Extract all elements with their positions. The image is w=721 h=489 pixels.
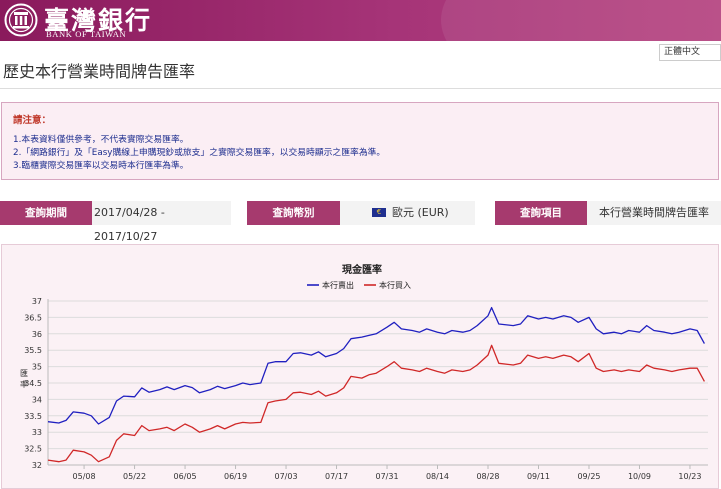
notice-title: 請注意： xyxy=(13,115,52,126)
bank-logo-icon[interactable] xyxy=(4,3,38,37)
notice-box: 請注意： 1.本表資料僅供參考，不代表實際交易匯率。 2.「網路銀行」及「Eas… xyxy=(1,102,719,180)
language-select[interactable]: 正體中文 xyxy=(659,44,721,61)
x-tick-label: 06/05 xyxy=(174,472,197,481)
legend-label: 本行賣出 xyxy=(322,280,354,290)
series-line xyxy=(47,306,705,425)
query-currency-label: 查詢幣別 xyxy=(247,201,340,225)
y-axis-label: 率 xyxy=(20,379,28,389)
query-currency-text: 歐元 (EUR) xyxy=(392,206,449,219)
x-tick-label: 07/31 xyxy=(375,472,398,481)
x-tick-label: 06/19 xyxy=(224,472,247,481)
site-header: 臺灣銀行 BANK OF TAIWAN xyxy=(0,0,721,41)
x-tick-label: 07/17 xyxy=(325,472,348,481)
notice-line: 3.臨櫃實際交易匯率以交易時本行匯率為準。 xyxy=(13,161,189,171)
chart-panel: 32 32.5 33 33.5 34 34.5 35 35.5 36 36.5 37 05/08 05/… xyxy=(1,244,719,489)
euro-flag-icon: € xyxy=(372,207,386,217)
query-period-value: 2017/04/28 - 2017/10/27 xyxy=(92,201,231,243)
y-tick-label: 32 xyxy=(32,461,42,470)
notice-line: 1.本表資料僅供參考，不代表實際交易匯率。 xyxy=(13,135,189,145)
notice-line: 2.「網路銀行」及「Easy購線上申購現鈔或旅支」之實際交易匯率，以交易時顯示之… xyxy=(13,148,386,158)
y-tick-label: 34 xyxy=(32,395,42,404)
y-tick-label: 32.5 xyxy=(24,445,42,454)
y-tick-label: 37 xyxy=(32,297,42,306)
bank-name-en: BANK OF TAIWAN xyxy=(46,29,127,39)
y-tick-label: 35 xyxy=(32,363,42,372)
legend-label: 本行買入 xyxy=(379,280,411,290)
query-item-value: 本行營業時間牌告匯率 xyxy=(587,201,721,225)
x-tick-label: 05/08 xyxy=(73,472,96,481)
y-tick-label: 33 xyxy=(32,428,42,437)
rate-history-chart: 32 32.5 33 33.5 34 34.5 35 35.5 36 36.5 37 05/08 05/… xyxy=(20,263,708,481)
x-tick-label: 10/23 xyxy=(678,472,701,481)
y-tick-label: 35.5 xyxy=(24,346,42,355)
x-tick-label: 05/22 xyxy=(123,472,146,481)
query-item-label: 查詢項目 xyxy=(495,201,587,225)
title-divider xyxy=(0,88,721,89)
query-currency-value: € 歐元 (EUR) xyxy=(340,201,475,225)
query-period-label: 查詢期間 xyxy=(0,201,92,225)
x-tick-label: 08/28 xyxy=(476,472,499,481)
y-tick-label: 33.5 xyxy=(24,412,42,421)
chart-title: 現金匯率 xyxy=(342,263,382,276)
x-tick-label: 10/09 xyxy=(628,472,651,481)
y-tick-label: 36 xyxy=(32,330,42,339)
x-tick-label: 08/14 xyxy=(426,472,449,481)
y-tick-label: 34.5 xyxy=(24,379,42,388)
y-axis-label: 匯 xyxy=(20,369,28,378)
y-tick-label: 36.5 xyxy=(24,313,42,322)
x-tick-label: 09/11 xyxy=(527,472,550,481)
bank-name-cn[interactable]: 臺灣銀行 xyxy=(44,6,153,35)
series-line xyxy=(47,344,705,463)
x-tick-label: 09/25 xyxy=(577,472,600,481)
page-title: 歷史本行營業時間牌告匯率 xyxy=(3,62,196,81)
x-tick-label: 07/03 xyxy=(275,472,298,481)
query-summary: 查詢期間 2017/04/28 - 2017/10/27 查詢幣別 € 歐元 (E… xyxy=(0,201,721,243)
